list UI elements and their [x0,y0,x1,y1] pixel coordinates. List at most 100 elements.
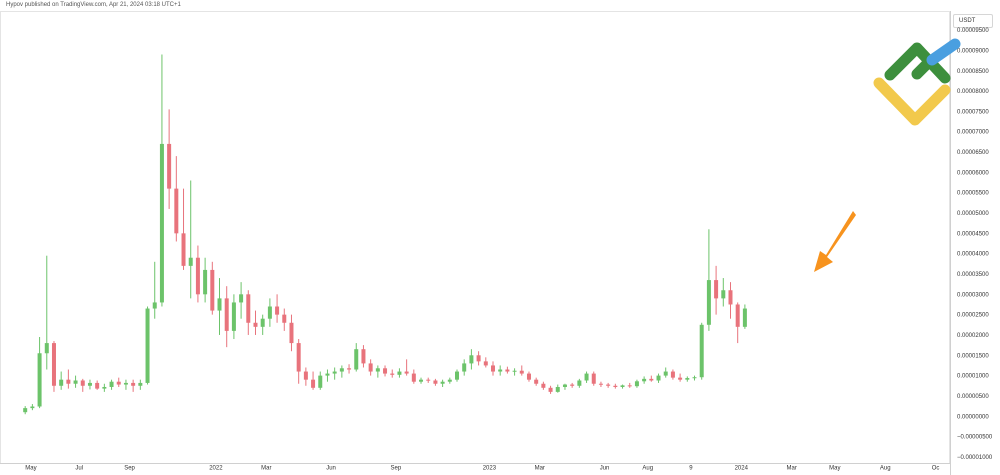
time-tick-label: Jul [75,466,83,472]
candle-body [267,306,272,319]
annotation-arrow [814,211,856,272]
candle [332,367,337,380]
candle [577,378,582,388]
candle [534,377,539,386]
candle [469,349,474,370]
price-tick-label: 0.00005500 [957,191,989,197]
candle [303,367,308,386]
candle-body [577,380,582,386]
candle-body [512,370,517,372]
candle-body [296,343,301,372]
candle [735,302,740,344]
time-tick-label: 2022 [209,466,223,472]
price-tick-label: 0.00005000 [957,211,989,217]
candle [570,382,575,388]
candle-body [534,379,539,384]
candle [123,379,128,390]
time-tick-label: Sep [390,466,401,472]
candle [181,188,186,270]
candle [109,379,114,390]
candle-body [562,384,567,387]
candle-body [289,322,294,344]
currency-selector[interactable]: USDT [953,14,993,28]
candle-body [311,379,316,388]
time-tick-label: 2023 [483,466,497,472]
candle-body [361,349,366,364]
candle-body [375,368,380,372]
price-tick-label: 0.00003500 [957,272,989,278]
candle [692,375,697,381]
candle [347,364,352,374]
candle-body [231,302,236,331]
candle-body [620,385,625,387]
candle-body [44,343,49,354]
price-tick-label: 0.00000000 [957,414,989,420]
time-tick-label: Mar [535,466,545,472]
candle [462,359,467,376]
candle [325,369,330,382]
candle-body [303,371,308,380]
candle-body [390,373,395,375]
candle [87,379,92,390]
time-tick-label: Jun [600,466,610,472]
candle-body [642,378,647,382]
candle-body [383,368,388,374]
candle-body [670,371,675,378]
price-tick-label: 0.00009500 [957,28,989,34]
candle-body [634,381,639,387]
candle [159,54,164,307]
time-tick-label: Mar [786,466,796,472]
candle-body [433,380,438,384]
candle [678,373,683,382]
logo-blue-stroke [926,38,961,66]
candle-body [66,379,71,384]
candle [490,361,495,376]
candle [483,357,488,368]
candle-body [224,298,229,331]
candle-body [354,349,359,370]
candle [167,109,172,209]
price-tick-label: 0.00004000 [957,252,989,258]
price-tick-label: 0.00008000 [957,89,989,95]
price-tick-label: 0.00001500 [957,353,989,359]
price-tick-label: −0.00001000 [957,455,993,461]
candle [102,383,107,392]
candle-body [455,371,460,380]
price-tick-label: 0.00007000 [957,130,989,136]
candle-body [174,188,179,234]
candle-body [685,378,690,380]
price-axis-ticks: 0.00009500 0.00009000 0.00008500 0.00008000… [957,28,993,461]
candle [375,365,380,378]
candle [282,308,287,331]
time-tick-label: May [829,466,840,472]
time-tick-label: May [25,466,36,472]
candle [275,294,280,323]
candle [656,373,661,383]
candle [383,365,388,377]
time-tick-label: Aug [642,466,653,472]
candle-body [195,257,200,295]
candle [742,304,747,329]
candle-body [30,406,35,409]
candle-body [541,383,546,388]
candle-body [397,371,402,375]
candle-body [116,381,121,385]
candle [296,339,301,384]
candle [455,369,460,382]
candle-body [462,363,467,372]
candle [339,365,344,378]
candle-body [253,322,258,327]
candle [253,310,258,335]
candle-body [526,373,531,380]
candle [541,381,546,390]
candle-body [109,381,114,387]
candle-body [656,375,661,381]
candle-body [282,314,287,323]
candle [231,294,236,340]
candle-body [260,318,265,327]
candle [23,406,28,415]
candlestick-series [23,54,747,415]
candle-body [505,369,510,372]
price-tick-label: 0.00008500 [957,69,989,75]
